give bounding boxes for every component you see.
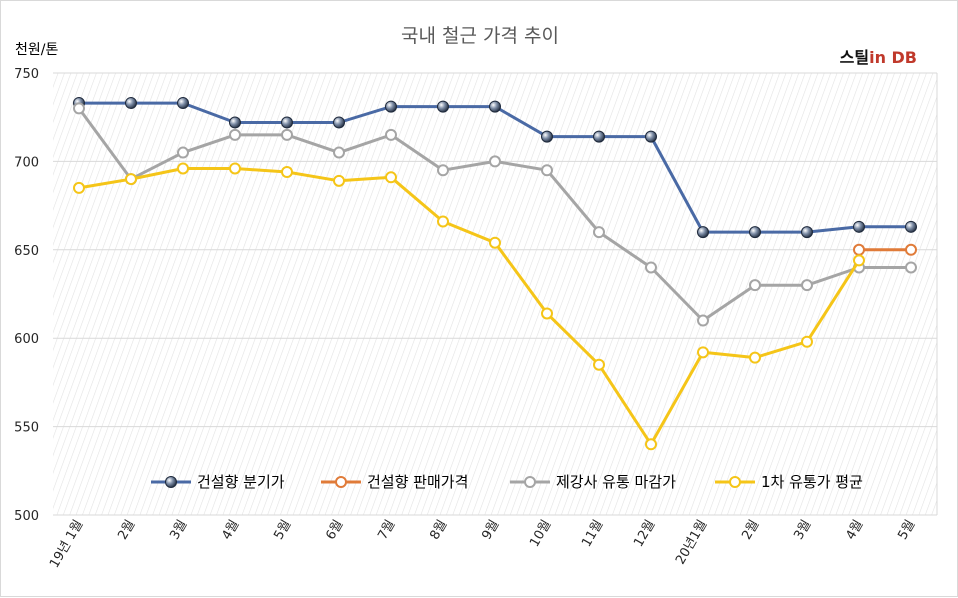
data-point (281, 166, 293, 179)
x-tick-label: 4월 (219, 518, 242, 543)
data-point (541, 164, 553, 177)
y-tick-label: 500 (14, 509, 39, 524)
legend: 건설향 분기가 건설향 판매가격 제강사 유통 마감가 1차 유통가 평균 (151, 473, 863, 491)
legend-swatch-marker (729, 476, 741, 488)
legend-swatch-marker (524, 476, 536, 488)
plot-area (53, 73, 937, 515)
data-point (645, 261, 657, 274)
y-tick-label: 650 (14, 244, 39, 259)
x-tick-label: 10월 (527, 518, 554, 550)
data-point (489, 155, 501, 168)
x-tick-label: 8월 (427, 518, 450, 543)
data-point (281, 128, 293, 141)
data-point (385, 171, 397, 184)
legend-swatch-marker (165, 476, 177, 488)
data-point (697, 226, 709, 239)
data-point (749, 226, 761, 239)
data-point (801, 279, 813, 292)
x-tick-label: 9월 (479, 518, 502, 543)
data-point (229, 162, 241, 175)
legend-label: 건설향 판매가격 (367, 473, 468, 491)
series-0 (73, 97, 917, 239)
legend-label: 제강사 유통 마감가 (556, 473, 676, 491)
y-tick-label: 550 (14, 421, 39, 436)
x-tick-label: 5월 (271, 518, 294, 543)
y-axis-unit: 천원/톤 (15, 42, 58, 58)
data-point (541, 307, 553, 320)
chart-title: 국내 철근 가격 추이 (401, 25, 559, 47)
x-tick-label: 4월 (843, 518, 866, 543)
data-point (541, 130, 553, 143)
y-tick-label: 750 (14, 67, 39, 82)
y-tick-label: 700 (14, 155, 39, 170)
x-tick-label: 7월 (375, 518, 398, 543)
data-point (749, 279, 761, 292)
data-point (333, 146, 345, 159)
x-tick-label: 2월 (739, 518, 762, 543)
brand-logo: 스틸in DB (840, 48, 917, 67)
series-3 (73, 162, 865, 451)
data-point (853, 220, 865, 233)
x-tick-label: 3월 (791, 518, 814, 543)
data-point (177, 146, 189, 159)
data-point (489, 100, 501, 113)
y-tick-label: 600 (14, 332, 39, 347)
brand-logo-text-db: in DB (869, 48, 917, 67)
data-point (801, 226, 813, 239)
data-point (905, 243, 917, 256)
data-point (645, 438, 657, 451)
data-point (73, 181, 85, 194)
data-point (697, 346, 709, 359)
data-point (437, 215, 449, 228)
legend-label: 1차 유통가 평균 (761, 473, 863, 491)
legend-swatch-marker (335, 476, 347, 488)
legend-label: 건설향 분기가 (197, 473, 285, 491)
data-point (229, 116, 241, 129)
y-axis-ticks: 500 550 600 650 700 750 (14, 67, 39, 524)
series-1 (853, 243, 917, 256)
x-tick-label: 12월 (631, 518, 658, 550)
data-point (593, 130, 605, 143)
data-point (125, 97, 137, 110)
data-point (853, 254, 865, 267)
x-tick-label: 20년1월 (673, 518, 710, 568)
series-line (78, 167, 861, 446)
x-tick-label: 3월 (167, 518, 190, 543)
data-point (593, 358, 605, 371)
data-point (749, 351, 761, 364)
data-point (281, 116, 293, 129)
data-point (333, 116, 345, 129)
data-point (73, 102, 85, 115)
data-point (437, 164, 449, 177)
data-point (697, 314, 709, 327)
data-point (489, 236, 501, 249)
series-layer (73, 97, 917, 451)
data-point (229, 128, 241, 141)
x-axis-ticks: 19년 1월 2월 3월 4월 5월 6월 7월 8월 9월 10월 11월 12월 20년1월 2월 3월… (47, 518, 918, 571)
data-point (437, 100, 449, 113)
data-point (905, 261, 917, 274)
data-point (645, 130, 657, 143)
x-tick-label: 2월 (115, 518, 138, 543)
brand-logo-text-steel: 스틸 (840, 48, 869, 67)
svg-text:스틸in DB: 스틸in DB (840, 48, 917, 67)
x-tick-label: 11월 (579, 518, 606, 550)
data-point (853, 243, 865, 256)
data-point (385, 100, 397, 113)
data-point (385, 128, 397, 141)
data-point (177, 162, 189, 175)
data-point (593, 226, 605, 239)
x-tick-label: 19년 1월 (47, 518, 86, 571)
data-point (905, 220, 917, 233)
data-point (177, 97, 189, 110)
x-tick-label: 5월 (895, 518, 918, 543)
data-point (333, 174, 345, 187)
data-point (125, 173, 137, 186)
x-tick-label: 6월 (323, 518, 346, 543)
data-point (801, 335, 813, 348)
